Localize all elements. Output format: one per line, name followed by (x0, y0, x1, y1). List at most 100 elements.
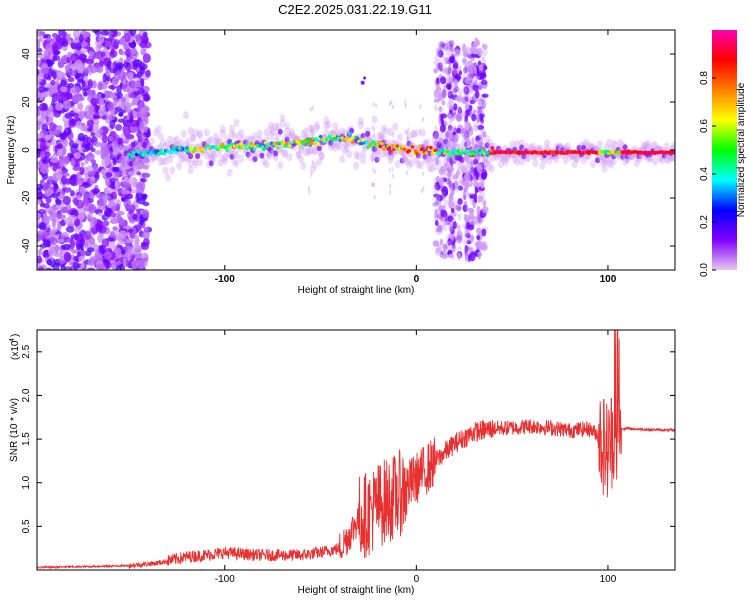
heatmap-cell (114, 179, 119, 190)
heatmap-cell (101, 134, 108, 144)
heatmap-cell (159, 148, 163, 153)
heatmap-cell (134, 234, 140, 243)
heatmap-cell (95, 223, 104, 232)
heatmap-cell (196, 129, 203, 138)
heatmap-cell (143, 95, 150, 102)
heatmap-cell (126, 71, 134, 81)
heatmap-cell (344, 144, 350, 152)
heatmap-cell (160, 157, 167, 166)
heatmap-cell (473, 158, 479, 165)
heatmap-cell (192, 160, 199, 169)
heatmap-cell (449, 77, 454, 84)
heatmap-cell (456, 230, 463, 241)
heatmap-cell (463, 128, 470, 137)
spectrogram-y-ticks: -40 -20 0 20 40 (21, 48, 675, 253)
heatmap-cell (142, 32, 148, 37)
heatmap-cell (473, 124, 479, 132)
heatmap-cell (265, 151, 272, 160)
heatmap-cell (64, 112, 73, 119)
heatmap-cell (137, 162, 144, 171)
heatmap-cell (133, 140, 138, 147)
heatmap-cell (663, 155, 670, 164)
heatmap-cell (208, 136, 215, 145)
heatmap-cell (288, 128, 295, 137)
colorbar-label: Normalized spectral amplitude (736, 82, 747, 217)
heatmap-cell (116, 145, 123, 154)
heatmap-cell (113, 98, 119, 107)
heatmap-cell (642, 141, 649, 150)
heatmap-cell (451, 88, 458, 94)
heatmap-cell (219, 129, 226, 138)
heatmap-cell (115, 62, 124, 70)
heatmap-cell (157, 151, 162, 156)
heatmap-cell (55, 198, 62, 206)
heatmap-cell (132, 161, 139, 170)
heatmap-cell (640, 141, 647, 150)
heatmap-cell (467, 92, 471, 100)
heatmap-cell (439, 185, 447, 193)
heatmap-cell (42, 215, 51, 221)
heatmap-cell (37, 213, 41, 218)
heatmap-cell (90, 132, 96, 137)
heatmap-cell (449, 99, 455, 106)
heatmap-cell (571, 152, 578, 161)
heatmap-cell (464, 131, 470, 138)
heatmap-cell (390, 100, 392, 105)
heatmap-cell (472, 250, 479, 257)
heatmap-cell (396, 133, 403, 142)
snr-multiplier-suffix: ) (10, 334, 21, 337)
heatmap-cell (58, 158, 65, 167)
heatmap-cell (455, 112, 463, 122)
heatmap-cell (92, 30, 100, 34)
heatmap-cell (339, 154, 346, 163)
heatmap-cell (463, 192, 470, 197)
heatmap-cell (442, 243, 448, 252)
heatmap-cell (464, 65, 468, 74)
heatmap-cell (275, 146, 280, 150)
heatmap-cell (463, 155, 470, 163)
heatmap-cell (448, 180, 453, 189)
heatmap-cell (233, 159, 240, 168)
heatmap-cell (309, 106, 312, 112)
heatmap-cell (462, 58, 467, 65)
heatmap-cell (55, 102, 64, 111)
heatmap-cell (68, 175, 78, 185)
heatmap-cell (277, 144, 284, 153)
heatmap-cell (448, 223, 454, 233)
heatmap-cell (60, 244, 67, 251)
heatmap-cell (256, 135, 263, 144)
heatmap-cell (460, 130, 467, 138)
heatmap-cell (469, 73, 476, 79)
heatmap-cell (434, 247, 441, 255)
colorbar: 0.0 0.2 0.4 0.6 0.8 Normalized spectral ampl… (699, 30, 747, 277)
heatmap-cell (39, 222, 47, 231)
heatmap-cell (448, 189, 453, 196)
heatmap-cell (452, 220, 457, 230)
heatmap-cell (49, 157, 59, 163)
heatmap-cell (476, 227, 482, 235)
heatmap-cell (85, 89, 94, 96)
heatmap-cell (467, 158, 473, 166)
heatmap-cell (473, 181, 480, 189)
y-tick-label: -20 (21, 190, 32, 205)
heatmap-cell (436, 62, 443, 69)
heatmap-cell (282, 141, 286, 146)
heatmap-cell (284, 127, 291, 136)
heatmap-cell (406, 137, 409, 143)
heatmap-cell (484, 142, 490, 149)
heatmap-cell (355, 152, 362, 161)
heatmap-cell (121, 159, 127, 167)
heatmap-cell (37, 85, 46, 93)
heatmap-cell (341, 129, 348, 138)
y-tick-label: 1.5 (21, 432, 32, 446)
heatmap-cell (353, 150, 360, 159)
heatmap-cell (470, 234, 475, 243)
heatmap-cell (479, 195, 484, 202)
heatmap-cell (656, 154, 663, 162)
heatmap-cell (78, 33, 84, 44)
heatmap-cell (476, 105, 484, 110)
heatmap-cell (532, 159, 539, 168)
heatmap-cell (210, 150, 217, 159)
heatmap-cell (481, 169, 488, 179)
heatmap-cell (226, 143, 231, 148)
